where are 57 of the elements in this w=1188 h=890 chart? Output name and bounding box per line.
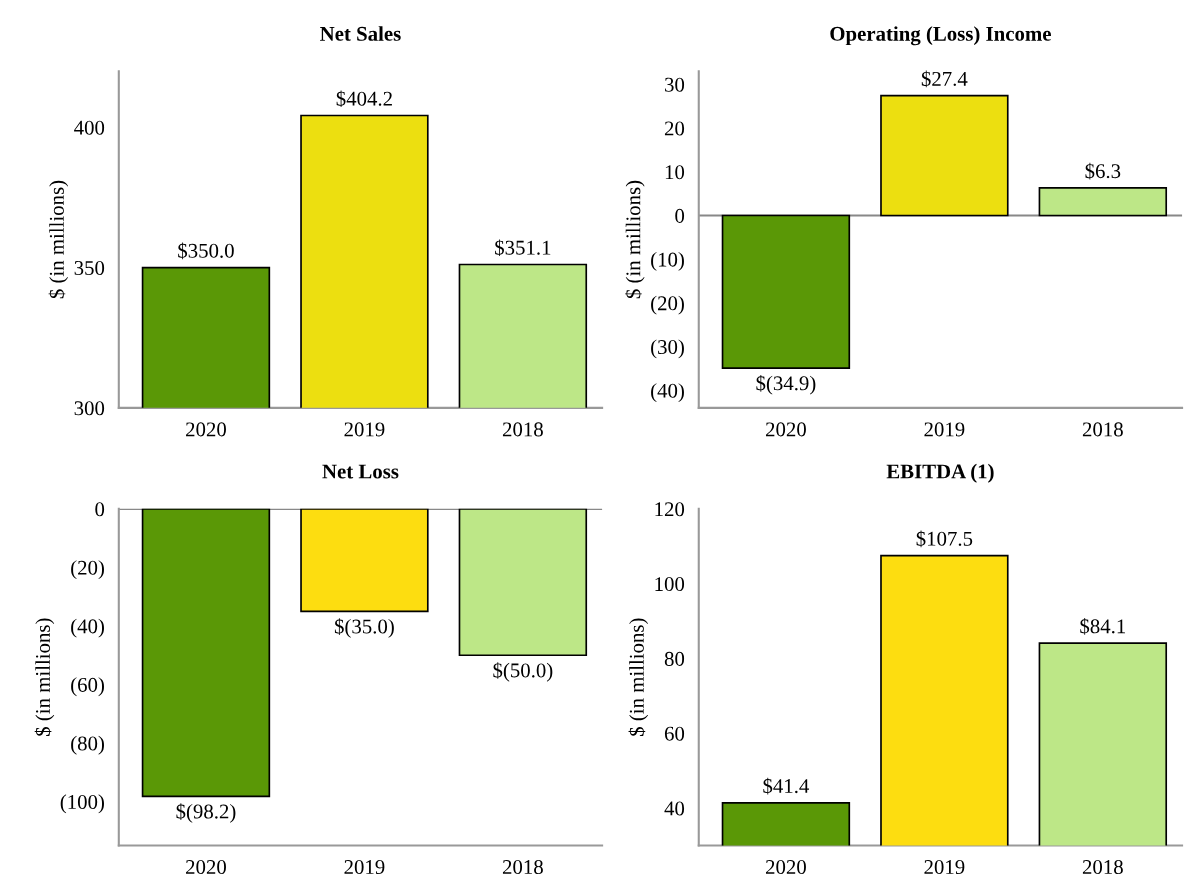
y-tick-label: (20) [71,560,104,580]
data-label: $404.2 [336,90,392,108]
y-tick-label: 40 [664,801,685,816]
y-tick-label: (40) [651,383,684,403]
y-tick-label: 80 [664,651,685,666]
y-tick-label: (10) [651,251,684,271]
chart-title: EBITDA (1) [886,463,994,483]
x-tick-label: 2018 [1082,422,1123,437]
y-tick-label: (80) [71,735,104,755]
bar [721,214,851,369]
x-tick-label: 2019 [924,859,965,875]
y-axis-title: $ (in millions) [628,618,649,736]
y-tick-label: (100) [60,794,104,814]
bar [880,94,1009,217]
chart-title: Net Sales [320,26,401,41]
x-tick-label: 2020 [765,422,806,437]
y-tick-label: 10 [665,165,685,180]
y-tick-label: (60) [71,677,104,697]
data-label: $41.4 [763,777,810,795]
x-tick-label: 2020 [765,859,806,875]
y-tick-label: 20 [664,121,685,136]
y-tick-label: 100 [655,577,685,592]
y-tick-label: 120 [655,502,685,517]
y-tick-label: 300 [74,401,105,416]
y-tick-label: (30) [651,339,684,359]
y-tick-label: (20) [651,295,684,315]
x-tick-label: 2019 [344,859,385,875]
data-label: $6.3 [1085,162,1121,180]
x-tick-label: 2018 [1082,859,1123,875]
y-tick-label: 350 [74,260,105,276]
y-tick-label: 0 [675,208,685,223]
x-tick-label: 2019 [924,422,965,437]
data-label: $(50.0) [493,662,553,682]
data-label: $(34.9) [756,375,816,395]
y-axis-title: $ (in millions) [48,180,69,299]
x-tick-label: 2019 [344,422,385,437]
x-tick-label: 2020 [186,859,226,875]
data-label: $351.1 [495,239,551,257]
data-label: $84.1 [1080,618,1126,635]
data-label: $107.5 [916,530,973,548]
data-label: $(35.0) [334,618,394,638]
y-tick-label: 60 [664,726,685,741]
chart-title: Net Loss [322,464,399,479]
bar [1038,187,1168,217]
x-tick-label: 2020 [186,422,226,437]
y-axis-title: $ (in millions) [34,618,55,736]
x-tick-label: 2018 [502,422,543,437]
chart-title: Operating (Loss) Income [830,26,1051,46]
y-tick-label: (40) [71,618,104,638]
y-axis-title: $ (in millions) [625,180,645,299]
y-tick-label: 400 [74,120,105,135]
y-tick-label: 0 [95,502,105,517]
data-label: $27.4 [921,70,968,88]
data-label: $(98.2) [176,803,236,823]
data-label: $350.0 [178,242,234,260]
y-tick-label: 30 [665,77,685,92]
x-tick-label: 2018 [502,859,543,875]
